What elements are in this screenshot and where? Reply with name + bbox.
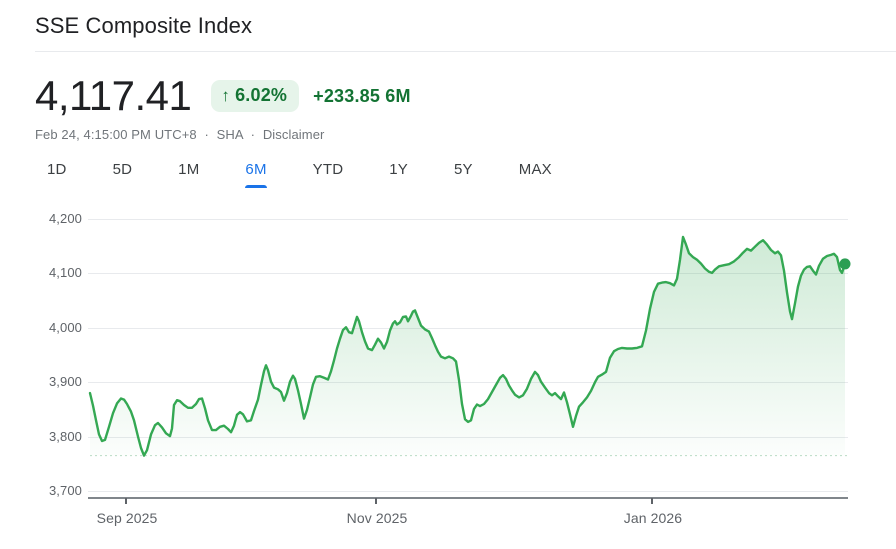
tab-5y[interactable]: 5Y xyxy=(451,159,476,180)
change-absolute: +233.85 6M xyxy=(313,86,411,107)
y-axis-label: 4,000 xyxy=(48,319,82,335)
page-title: SSE Composite Index xyxy=(35,13,253,38)
change-percent: 6.02% xyxy=(235,85,288,105)
y-axis-label: 4,100 xyxy=(48,265,82,281)
change-period-label: 6M xyxy=(385,85,411,106)
arrow-up-icon: ↑ xyxy=(221,85,231,105)
tab-ytd[interactable]: YTD xyxy=(310,159,347,180)
x-axis-label: Nov 2025 xyxy=(346,510,408,526)
tab-max[interactable]: MAX xyxy=(516,159,555,180)
separator-dot: · xyxy=(204,127,209,142)
gridline xyxy=(88,273,848,275)
y-axis-label: 4,200 xyxy=(48,211,82,226)
x-axis-label: Jan 2026 xyxy=(623,510,683,526)
change-percent-badge: ↑ 6.02% xyxy=(211,80,300,112)
area-fill xyxy=(90,237,845,456)
range-tabs: 1D 5D 1M 6M YTD 1Y 5Y MAX xyxy=(44,159,896,188)
tab-6m[interactable]: 6M xyxy=(242,159,269,188)
x-axis-label: Sep 2025 xyxy=(96,510,158,526)
header-divider xyxy=(35,51,896,52)
quote-row: 4,117.41 ↑ 6.02% +233.85 6M xyxy=(35,74,896,118)
tab-5d[interactable]: 5D xyxy=(110,159,136,180)
tab-1y[interactable]: 1Y xyxy=(386,159,411,180)
chart-area[interactable]: 4,200 4,100 4,000 3,900 3,800 3,700 Sep 2025 No… xyxy=(0,200,896,544)
current-price: 4,117.41 xyxy=(35,72,192,119)
latest-price-dot xyxy=(839,258,851,270)
tab-1d[interactable]: 1D xyxy=(44,159,70,180)
price-line xyxy=(88,235,847,457)
gridline xyxy=(88,491,848,492)
gridline xyxy=(88,327,848,329)
gridline xyxy=(88,219,848,220)
quote-meta: Feb 24, 4:15:00 PM UTC+8 · SHA · Disclai… xyxy=(35,127,896,142)
y-axis-label: 3,700 xyxy=(48,483,82,498)
y-axis-label: 3,900 xyxy=(48,374,82,390)
separator-dot: · xyxy=(250,127,256,142)
quote-section: 4,117.41 ↑ 6.02% +233.85 6M Feb 24, 4:15… xyxy=(35,74,896,143)
gridline xyxy=(88,382,848,384)
exchange-code: SHA xyxy=(216,127,243,142)
disclaimer-link[interactable]: Disclaimer xyxy=(262,127,325,142)
y-axis-label: 3,800 xyxy=(48,428,82,444)
timestamp: Feb 24, 4:15:00 PM UTC+8 xyxy=(35,127,197,142)
change-absolute-value: +233.85 xyxy=(313,85,381,106)
tab-1m[interactable]: 1M xyxy=(175,159,202,180)
price-chart-svg[interactable] xyxy=(0,200,896,544)
